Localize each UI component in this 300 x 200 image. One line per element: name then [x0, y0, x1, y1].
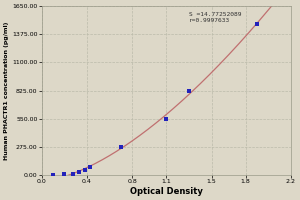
Text: S =14.77252089
r=0.9997633: S =14.77252089 r=0.9997633 [189, 12, 242, 23]
Point [254, 22, 259, 26]
X-axis label: Optical Density: Optical Density [130, 187, 203, 196]
Point [82, 168, 87, 171]
Point [88, 165, 93, 168]
Point [164, 117, 169, 120]
Point [71, 172, 76, 175]
Point [62, 173, 67, 176]
Point [187, 89, 191, 92]
Y-axis label: Human PHACTR1 concentration (pg/ml): Human PHACTR1 concentration (pg/ml) [4, 21, 9, 160]
Point [50, 173, 55, 176]
Point [76, 171, 81, 174]
Point [118, 145, 123, 148]
